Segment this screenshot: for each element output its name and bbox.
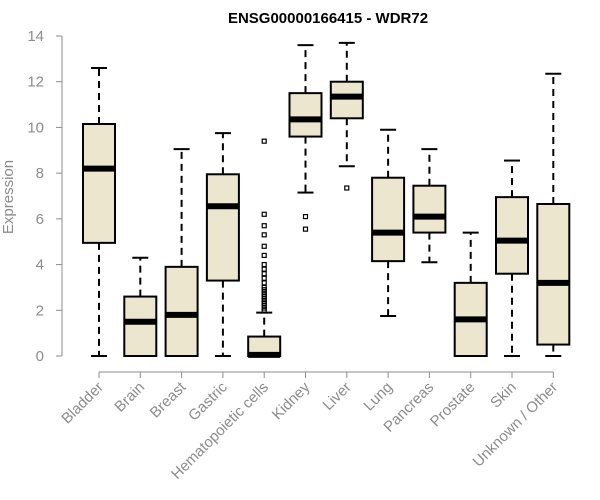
y-tick-label: 12 [27,74,44,91]
outlier-point [302,213,309,220]
y-tick-label: 6 [36,211,44,228]
outlier-point [302,226,309,232]
y-tick-label: 0 [36,348,44,365]
y-tick-label: 8 [36,165,44,182]
outlier-point [261,261,267,268]
outlier-point [261,252,267,259]
x-tick-label: Kidney [269,378,314,423]
box-kidney [288,44,323,232]
outlier-point [261,271,267,277]
outlier-point [261,266,267,272]
x-tick-label: Lung [360,379,396,415]
iqr-box [205,173,240,282]
box-pancreas [412,148,447,264]
x-tick-label: Breast [147,378,190,421]
x-tick-label: Prostate [427,379,479,431]
x-tick-label: Skin [487,379,520,412]
outlier-point [261,211,267,217]
box-bladder [82,67,116,357]
outlier-point [261,275,267,281]
iqr-box [412,184,447,234]
box-skin [495,159,529,357]
box-unknown-other [536,72,571,357]
outlier-point [261,232,267,238]
y-tick-label: 2 [36,302,44,319]
box-gastric [205,132,240,357]
iqr-box [371,176,406,263]
outlier-point [261,223,267,229]
y-tick-label: 14 [27,28,44,45]
outlier-point [261,243,267,249]
x-tick-label: Liver [320,379,355,414]
y-tick-label: 10 [27,119,44,136]
iqr-box [123,295,158,358]
y-tick-label: 4 [36,257,44,274]
box-breast [164,148,199,358]
box-brain [123,256,158,358]
chart-title: ENSG00000166415 - WDR72 [228,10,428,27]
y-axis-title: Expression [0,160,17,234]
box-lung [371,128,406,317]
outlier-point [261,280,267,286]
outlier-point [261,138,267,144]
iqr-box [536,203,571,346]
iqr-box [495,196,529,275]
iqr-box [82,123,116,244]
box-liver [329,41,364,191]
iqr-box [329,80,364,120]
x-tick-label: Bladder [58,379,107,428]
box-prostate [453,231,488,358]
box-hematopoietic-cells [247,138,282,358]
x-tick-label: Brain [111,379,148,416]
outlier-point [344,185,350,191]
boxes-group [82,41,571,358]
iqr-box [164,265,199,358]
y-axis: 0 2 4 6 8 10 12 14 [27,28,63,365]
iqr-box [288,92,323,138]
